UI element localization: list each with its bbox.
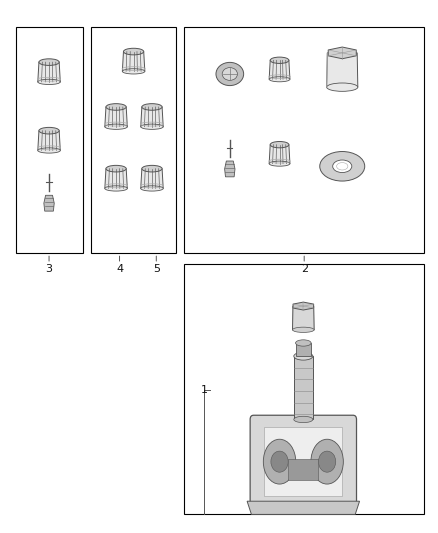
Ellipse shape [263, 439, 296, 484]
Polygon shape [141, 168, 163, 189]
Polygon shape [269, 60, 290, 79]
Text: 5: 5 [153, 264, 160, 274]
Ellipse shape [270, 57, 289, 63]
Text: 4: 4 [116, 264, 123, 274]
Ellipse shape [105, 124, 127, 130]
Ellipse shape [271, 451, 288, 472]
Ellipse shape [222, 68, 237, 80]
Polygon shape [293, 302, 314, 310]
Polygon shape [105, 168, 127, 189]
Ellipse shape [39, 127, 59, 134]
Polygon shape [247, 501, 360, 514]
Polygon shape [327, 53, 358, 87]
Ellipse shape [337, 163, 348, 170]
Polygon shape [269, 144, 290, 164]
Ellipse shape [38, 148, 60, 153]
Ellipse shape [38, 79, 60, 85]
Ellipse shape [269, 161, 290, 166]
Bar [288, 459, 318, 480]
Polygon shape [328, 47, 356, 59]
Ellipse shape [269, 77, 290, 82]
Text: 2: 2 [300, 264, 308, 274]
FancyBboxPatch shape [250, 415, 357, 505]
Ellipse shape [122, 69, 145, 74]
Bar [184, 27, 424, 253]
Polygon shape [105, 107, 127, 127]
Polygon shape [225, 161, 235, 177]
Ellipse shape [142, 165, 162, 172]
Ellipse shape [333, 160, 352, 173]
Polygon shape [38, 131, 60, 150]
Polygon shape [44, 195, 54, 211]
Ellipse shape [216, 62, 244, 86]
Bar [265, 427, 342, 496]
Ellipse shape [327, 83, 358, 91]
Polygon shape [293, 306, 314, 330]
Bar [184, 264, 424, 514]
Ellipse shape [270, 141, 289, 148]
Ellipse shape [296, 340, 311, 346]
Text: 3: 3 [46, 264, 53, 274]
Text: 1: 1 [200, 385, 207, 395]
Ellipse shape [141, 186, 163, 191]
Ellipse shape [105, 186, 127, 191]
Ellipse shape [124, 49, 144, 55]
Bar [296, 343, 311, 356]
Ellipse shape [320, 151, 365, 181]
Ellipse shape [311, 439, 343, 484]
Ellipse shape [293, 327, 314, 333]
Polygon shape [141, 107, 163, 127]
Ellipse shape [106, 165, 126, 172]
Ellipse shape [106, 103, 126, 110]
Polygon shape [122, 52, 145, 71]
Ellipse shape [39, 59, 59, 66]
Ellipse shape [142, 103, 162, 110]
Ellipse shape [294, 352, 313, 360]
Bar [294, 356, 313, 419]
Bar [16, 27, 83, 253]
Ellipse shape [294, 416, 313, 423]
Ellipse shape [141, 124, 163, 130]
Ellipse shape [318, 451, 336, 472]
Bar [92, 27, 176, 253]
Polygon shape [38, 62, 60, 82]
